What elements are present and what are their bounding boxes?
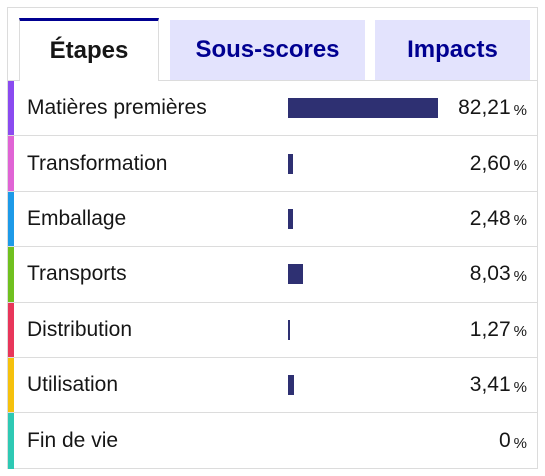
step-label: Utilisation xyxy=(27,373,119,397)
step-value: 8,03% xyxy=(470,247,527,301)
step-value-number: 8,03 xyxy=(469,262,511,286)
step-value-unit: % xyxy=(513,378,527,396)
step-value: 0% xyxy=(499,413,527,468)
step-label: Distribution xyxy=(27,317,133,341)
step-color-stripe xyxy=(8,81,14,136)
step-row-transports: Transports 8,03% xyxy=(8,247,537,303)
step-label: Matières premières xyxy=(27,96,207,120)
step-value-unit: % xyxy=(513,323,527,341)
step-bar xyxy=(288,264,303,285)
step-value-unit: % xyxy=(513,434,527,452)
step-bar xyxy=(288,98,438,119)
step-label: Transports xyxy=(27,262,127,286)
step-row-utilisation: Utilisation 3,41% xyxy=(8,357,537,414)
step-value-unit: % xyxy=(513,157,527,175)
steps-card: Étapes Sous-scores Impacts Matières prem… xyxy=(7,7,538,469)
step-bar-track xyxy=(288,192,438,246)
step-value-unit: % xyxy=(513,212,527,230)
step-value: 3,41% xyxy=(470,358,527,412)
step-row-transformation: Transformation 2,60% xyxy=(8,136,537,192)
step-label: Emballage xyxy=(27,206,127,230)
step-color-stripe xyxy=(8,247,14,302)
step-bar xyxy=(288,375,295,396)
step-color-stripe xyxy=(8,357,14,413)
steps-list: Matières premières 82,21% Transformation… xyxy=(8,81,537,469)
step-bar xyxy=(288,208,293,229)
step-color-stripe xyxy=(8,191,14,247)
step-bar-track xyxy=(288,413,438,468)
step-label: Transformation xyxy=(27,151,168,175)
step-bar xyxy=(288,319,291,340)
step-bar-track xyxy=(288,303,438,357)
step-value-number: 2,60 xyxy=(469,151,511,175)
step-value-number: 2,48 xyxy=(469,206,511,230)
step-color-stripe xyxy=(8,413,14,469)
tab-bar: Étapes Sous-scores Impacts xyxy=(8,8,537,81)
step-row-matieres-premieres: Matières premières 82,21% xyxy=(8,81,537,137)
step-bar-track xyxy=(288,81,438,135)
step-value: 82,21% xyxy=(458,81,527,135)
step-value-number: 0 xyxy=(498,429,511,453)
tab-impacts[interactable]: Impacts xyxy=(375,20,530,80)
tab-sous-scores[interactable]: Sous-scores xyxy=(170,20,365,80)
step-value: 2,60% xyxy=(470,136,527,190)
step-value-unit: % xyxy=(513,101,527,119)
step-value: 2,48% xyxy=(470,192,527,246)
step-value-number: 1,27 xyxy=(469,317,511,341)
step-value-unit: % xyxy=(513,267,527,285)
step-bar-track xyxy=(288,247,438,301)
step-bar-track xyxy=(288,358,438,412)
step-row-distribution: Distribution 1,27% xyxy=(8,302,537,358)
tab-divider xyxy=(8,80,537,81)
step-value: 1,27% xyxy=(470,303,527,357)
step-bar-track xyxy=(288,136,438,190)
step-row-emballage: Emballage 2,48% xyxy=(8,191,537,248)
step-row-fin-de-vie: Fin de vie 0% xyxy=(8,413,537,469)
step-label: Fin de vie xyxy=(27,429,119,453)
step-color-stripe xyxy=(8,302,14,357)
tab-etapes[interactable]: Étapes xyxy=(19,18,159,81)
step-value-number: 82,21 xyxy=(458,96,511,120)
step-color-stripe xyxy=(8,136,14,191)
step-value-number: 3,41 xyxy=(469,373,511,397)
step-bar xyxy=(288,153,293,174)
